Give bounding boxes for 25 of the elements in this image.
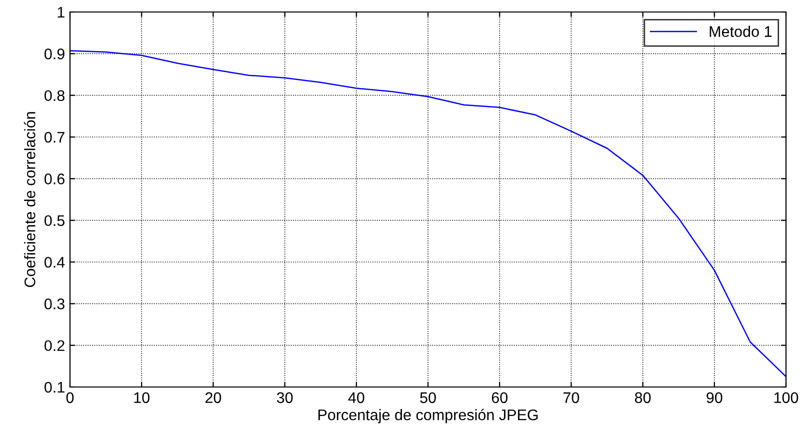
y-tick-label: 0.3: [44, 298, 64, 310]
y-tick-label: 0.6: [44, 174, 64, 184]
x-axis-title: Porcentaje de compresión JPEG: [318, 408, 538, 424]
x-tick-label: 70: [563, 392, 580, 404]
y-tick-label: 0.1: [44, 382, 64, 393]
x-tick-label: 80: [634, 392, 651, 404]
x-tick-label: 30: [276, 392, 293, 404]
y-tick-label: 0.9: [44, 48, 64, 60]
x-tick-label: 0: [66, 392, 74, 404]
x-tick-label: 100: [774, 392, 798, 404]
x-tick-label: 50: [420, 392, 436, 404]
y-tick-label: 0.8: [44, 90, 64, 102]
y-tick-label: 1: [58, 7, 64, 18]
x-tick-label: 60: [492, 392, 508, 404]
line-series: [70, 50, 786, 378]
y-tick-label: 0.4: [44, 256, 65, 268]
y-tick-label: 0.7: [44, 132, 64, 143]
x-tick-label: 10: [134, 392, 150, 404]
x-tick-label: 90: [706, 392, 722, 404]
y-tick-label: 0.5: [44, 215, 64, 226]
legend-label: Metodo 1: [710, 26, 772, 37]
x-tick-label: 40: [348, 392, 364, 404]
x-tick-label: 20: [205, 392, 222, 404]
y-axis-title: Coeficiente de correlación: [24, 112, 36, 288]
y-tick-label: 0.2: [44, 340, 64, 352]
